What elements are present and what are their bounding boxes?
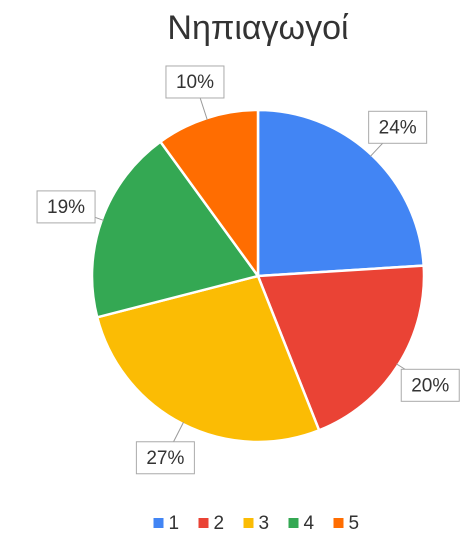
chart-title: Νηπιαγωγοί (167, 9, 349, 47)
legend-label: 3 (259, 513, 270, 534)
legend-label: 5 (349, 513, 360, 534)
legend-swatch (333, 518, 344, 528)
value-label: 20% (411, 375, 449, 396)
pie (90, 108, 426, 444)
label-box (36, 190, 96, 224)
legend-swatch (288, 518, 299, 528)
legend-label: 4 (304, 513, 315, 534)
legend-swatch (198, 518, 209, 528)
label-box (165, 65, 225, 99)
legend-label: 1 (169, 513, 180, 534)
label-box (400, 368, 460, 402)
label-box (368, 110, 428, 144)
legend: 1 2 3 4 5 (153, 513, 360, 534)
value-label: 27% (146, 448, 184, 469)
legend-swatch (153, 518, 164, 528)
value-label: 19% (47, 197, 85, 218)
label-box (135, 441, 195, 475)
value-label: 10% (176, 72, 214, 93)
legend-label: 2 (214, 513, 225, 534)
value-label: 24% (379, 117, 417, 138)
legend-swatch (243, 518, 254, 528)
value-labels: 24% 20% 27% 19% 10% (36, 65, 460, 475)
